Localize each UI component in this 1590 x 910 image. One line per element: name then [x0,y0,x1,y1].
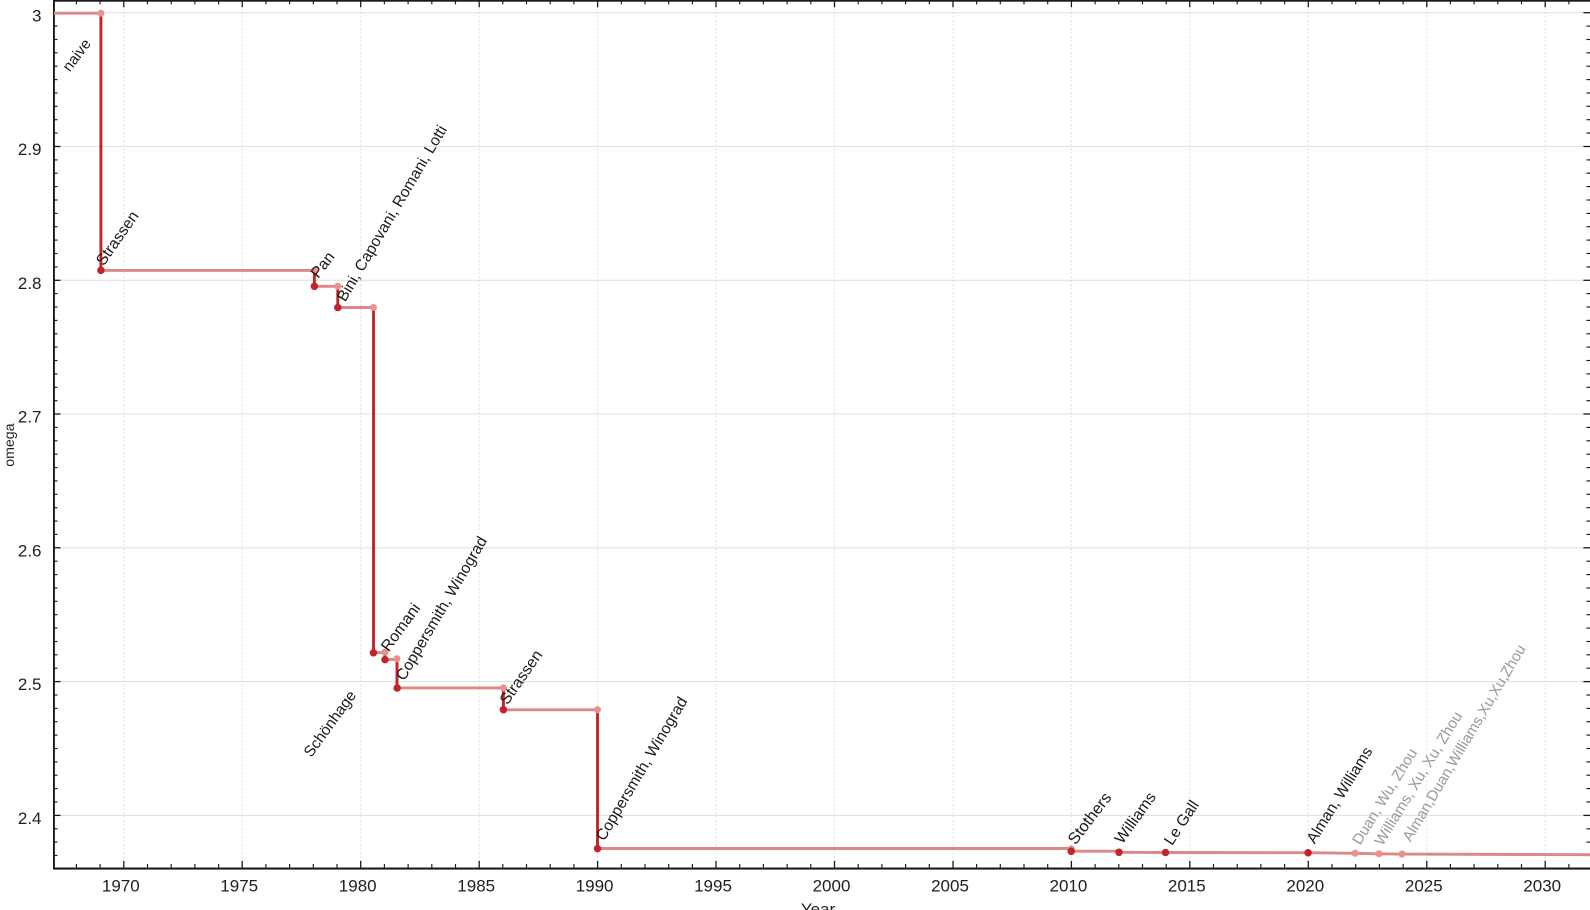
svg-text:1995: 1995 [694,877,732,896]
svg-text:1990: 1990 [576,877,614,896]
svg-text:Year: Year [801,900,836,910]
svg-text:2.5: 2.5 [18,675,42,694]
svg-text:omega: omega [2,423,18,466]
svg-text:1975: 1975 [220,877,258,896]
svg-text:2025: 2025 [1405,877,1443,896]
svg-text:2005: 2005 [931,877,969,896]
svg-text:2010: 2010 [1049,877,1087,896]
svg-text:1980: 1980 [339,877,377,896]
svg-text:2020: 2020 [1286,877,1324,896]
svg-text:2.9: 2.9 [18,140,42,159]
svg-text:2.4: 2.4 [18,809,42,828]
svg-text:2.6: 2.6 [18,541,42,560]
svg-text:2030: 2030 [1523,877,1561,896]
svg-text:3: 3 [32,6,41,25]
svg-text:2000: 2000 [813,877,851,896]
svg-text:1985: 1985 [457,877,495,896]
svg-text:2.8: 2.8 [18,274,42,293]
svg-text:2.7: 2.7 [18,408,42,427]
svg-text:2015: 2015 [1168,877,1206,896]
svg-text:1970: 1970 [102,877,140,896]
